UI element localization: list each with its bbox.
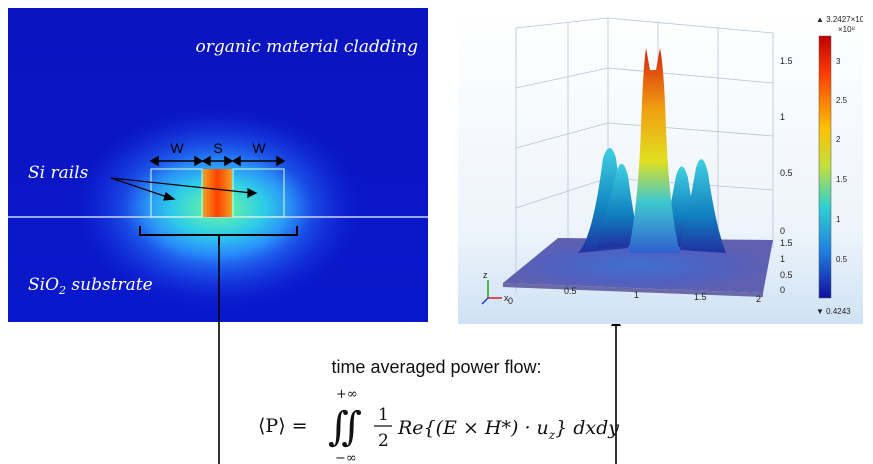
flow-connector bbox=[218, 245, 617, 464]
right-rail bbox=[232, 168, 285, 218]
svg-text:3: 3 bbox=[836, 57, 841, 66]
formula-lhs: ⟨P⟩ = bbox=[258, 415, 308, 437]
svg-text:1: 1 bbox=[836, 215, 841, 224]
surface-plot-svg: 1.5 1 0.5 0 1.5 1 0.5 0 0 0.5 1 1.5 2 z … bbox=[458, 8, 863, 324]
svg-text:1: 1 bbox=[634, 290, 639, 300]
svg-text:0: 0 bbox=[780, 285, 785, 295]
fraction-denominator: 2 bbox=[378, 431, 389, 451]
svg-text:1: 1 bbox=[780, 112, 785, 122]
side-lobe-left-inner bbox=[596, 163, 640, 248]
svg-text:2: 2 bbox=[756, 294, 761, 304]
slot-hotspot bbox=[203, 169, 232, 217]
axis-z-label: z bbox=[483, 270, 488, 280]
rails-pointer-arrows bbox=[110, 177, 258, 201]
surface-floor-edge bbox=[503, 283, 763, 297]
svg-text:1: 1 bbox=[780, 254, 785, 264]
left-rail bbox=[150, 168, 203, 218]
cladding-label: organic material cladding bbox=[195, 37, 418, 57]
side-lobe-right-outer bbox=[680, 159, 726, 253]
svg-text:2: 2 bbox=[836, 135, 841, 144]
svg-text:1.5: 1.5 bbox=[780, 238, 793, 248]
y-axis-ticks: 1.5 1 0.5 0 bbox=[780, 238, 793, 295]
double-integral: ∬ bbox=[328, 404, 362, 450]
svg-text:0: 0 bbox=[508, 296, 513, 306]
power-flow-formula: ⟨P⟩ = +∞ ∬ −∞ 1 2 Re{(E × H*) · uz} dxdy bbox=[258, 387, 619, 464]
mode-field-panel: W S W organic material cladding Si rails… bbox=[8, 8, 428, 322]
svg-text:0: 0 bbox=[780, 226, 785, 236]
power-flow-3d-plot: 1.5 1 0.5 0 1.5 1 0.5 0 0 0.5 1 1.5 2 z … bbox=[458, 8, 863, 324]
rails-label: Si rails bbox=[28, 163, 89, 183]
axis-x-label: x bbox=[504, 293, 509, 303]
formula-body: Re{(E × H*) · uz} dxdy bbox=[397, 417, 619, 442]
axis-triad: z x bbox=[481, 270, 509, 305]
svg-text:0.5: 0.5 bbox=[836, 255, 848, 264]
rails-bracket bbox=[139, 226, 298, 245]
dimension-arrows bbox=[149, 155, 286, 167]
colorbar-exp-label: ×10⁸ bbox=[838, 25, 855, 34]
mode-field-image: W S W organic material cladding Si rails… bbox=[8, 8, 428, 322]
w-left-label: W bbox=[170, 140, 184, 156]
svg-text:0.5: 0.5 bbox=[780, 168, 793, 178]
substrate-label: SiO2 substrate bbox=[28, 275, 153, 297]
s-label: S bbox=[213, 140, 222, 156]
w-right-label: W bbox=[252, 140, 266, 156]
power-flow-caption: time averaged power flow: bbox=[331, 357, 542, 377]
svg-text:0.5: 0.5 bbox=[564, 286, 577, 296]
colorbar bbox=[818, 35, 832, 299]
svg-text:1.5: 1.5 bbox=[836, 175, 848, 184]
svg-text:2.5: 2.5 bbox=[836, 96, 848, 105]
colorbar-ticks: 3 2.5 2 1.5 1 0.5 bbox=[836, 57, 848, 264]
colorbar-min-label: ▼ 0.4243 bbox=[816, 307, 851, 316]
x-axis-ticks: 0 0.5 1 1.5 2 bbox=[508, 286, 761, 306]
lower-limit: −∞ bbox=[335, 451, 357, 464]
svg-text:1.5: 1.5 bbox=[780, 56, 793, 66]
upper-limit: +∞ bbox=[336, 387, 358, 402]
z-axis-ticks: 1.5 1 0.5 0 bbox=[780, 56, 793, 236]
svg-text:0.5: 0.5 bbox=[780, 270, 793, 280]
colorbar-max-label: ▲ 3.2427×10⁸ bbox=[816, 15, 863, 24]
surface-floor bbox=[503, 238, 773, 293]
central-peak bbox=[628, 48, 680, 253]
svg-text:1.5: 1.5 bbox=[694, 292, 707, 302]
fraction-numerator: 1 bbox=[378, 405, 389, 425]
